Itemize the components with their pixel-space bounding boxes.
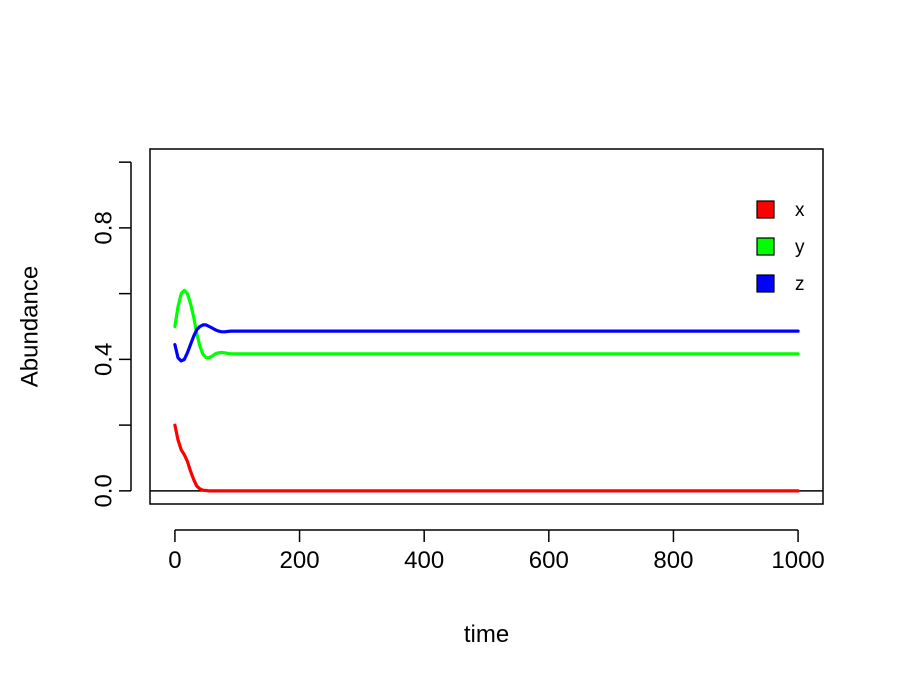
x-tick-label: 400 [404, 547, 444, 574]
legend: xyz [756, 200, 805, 295]
legend-swatch-y [756, 237, 775, 256]
y-tick-label: 0.4 [91, 343, 118, 376]
x-tick-label: 0 [168, 547, 181, 574]
legend-label-y: y [795, 237, 805, 258]
legend-swatch-x [756, 200, 775, 219]
x-tick-label: 1000 [771, 547, 824, 574]
series-line-y [173, 288, 800, 360]
series-line-z [173, 323, 800, 363]
plot-frame [149, 148, 824, 505]
x-tick-label: 200 [280, 547, 320, 574]
x-tick-label: 600 [529, 547, 569, 574]
legend-swatch-z [756, 274, 775, 293]
x-axis-title: time [464, 621, 509, 648]
x-tick-label: 800 [653, 547, 693, 574]
legend-label-x: x [795, 200, 805, 221]
y-axis-title: Abundance [17, 266, 44, 387]
y-tick-label: 0.0 [91, 474, 118, 507]
series-line-x [173, 423, 800, 493]
y-tick-label: 0.8 [91, 211, 118, 244]
legend-label-z: z [795, 274, 805, 295]
